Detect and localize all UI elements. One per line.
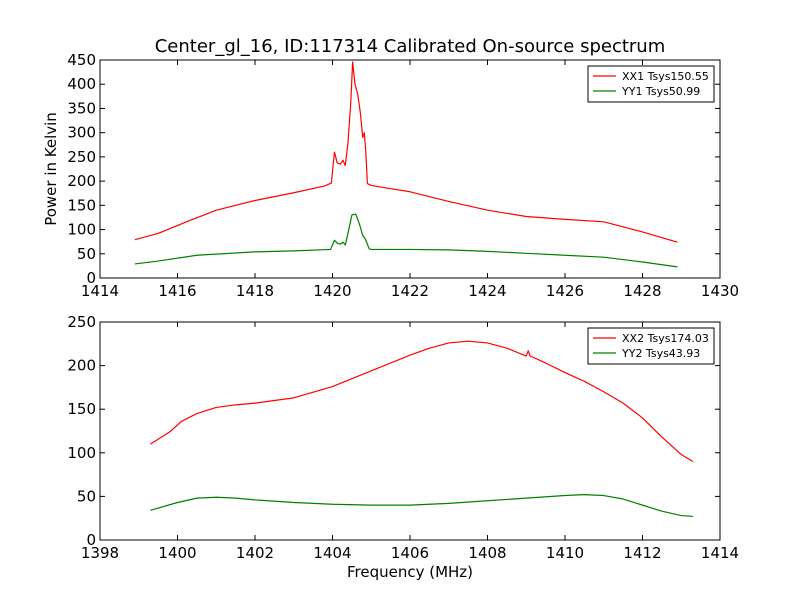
y-tick-label: 250	[67, 313, 96, 331]
y-tick-label: 400	[67, 75, 96, 93]
y-tick-label: 300	[67, 124, 96, 142]
x-tick-label: 1420	[313, 282, 351, 300]
legend-box	[587, 327, 715, 365]
panel-1: 1414 1416 1418 1420 1422 1424 1426 1428 1430 0 50 1…	[42, 36, 739, 300]
y-tick-label: 0	[86, 531, 96, 549]
y-tick-label: 100	[67, 221, 96, 239]
x-axis-label: Frequency (MHz)	[347, 563, 473, 581]
y-tick-label: 150	[67, 400, 96, 418]
panel-2: 1398 1400 1402 1404 1406 1408 1410 1412 1414 0 50 1…	[67, 313, 739, 581]
x-tick-label: 1418	[236, 282, 274, 300]
x-tick-label: 1406	[391, 544, 429, 562]
y-tick-label: 50	[77, 245, 96, 263]
x-tick-label: 1414	[81, 282, 119, 300]
y-tick-label: 200	[67, 172, 96, 190]
x-tick-label: 1422	[391, 282, 429, 300]
series-line-2-1	[150, 340, 694, 463]
x-tick-label: 1412	[623, 544, 661, 562]
y-tick-label: 0	[86, 269, 96, 287]
x-tick-label: 1404	[313, 544, 351, 562]
x-tick-label: 1424	[468, 282, 506, 300]
y-axis-label: Power in Kelvin	[42, 112, 60, 226]
legend-label: XX1 Tsys150.55	[622, 70, 709, 83]
series-line-2-2	[150, 494, 693, 518]
x-tick-label: 1402	[236, 544, 274, 562]
legend: XX2 Tsys174.03 YY2 Tsys43.93	[587, 327, 715, 365]
x-tick-label: 1398	[81, 544, 119, 562]
legend: XX1 Tsys150.55 YY1 Tsys50.99	[587, 65, 715, 103]
y-tick-label: 450	[67, 51, 96, 69]
y-tick-label: 250	[67, 148, 96, 166]
x-tick-label: 1408	[468, 544, 506, 562]
y-tick-label: 350	[67, 99, 96, 117]
legend-box	[587, 65, 715, 103]
legend-label: YY2 Tsys43.93	[621, 347, 700, 360]
y-tick-label: 150	[67, 196, 96, 214]
y-tick-label: 100	[67, 444, 96, 462]
x-tick-label: 1400	[158, 544, 196, 562]
x-tick-label: 1410	[546, 544, 584, 562]
chart-title: Center_gl_16, ID:117314 Calibrated On-so…	[155, 36, 666, 57]
x-tick-label: 1428	[623, 282, 661, 300]
x-tick-label: 1416	[158, 282, 196, 300]
x-tick-label: 1426	[546, 282, 584, 300]
legend-label: XX2 Tsys174.03	[622, 332, 709, 345]
x-tick-label: 1430	[701, 282, 739, 300]
y-tick-label: 50	[77, 487, 96, 505]
series-line-1-2	[134, 213, 678, 268]
series-line-1-1	[134, 61, 678, 243]
legend-label: YY1 Tsys50.99	[621, 85, 700, 98]
x-tick-label: 1414	[701, 544, 739, 562]
y-tick-label: 200	[67, 357, 96, 375]
